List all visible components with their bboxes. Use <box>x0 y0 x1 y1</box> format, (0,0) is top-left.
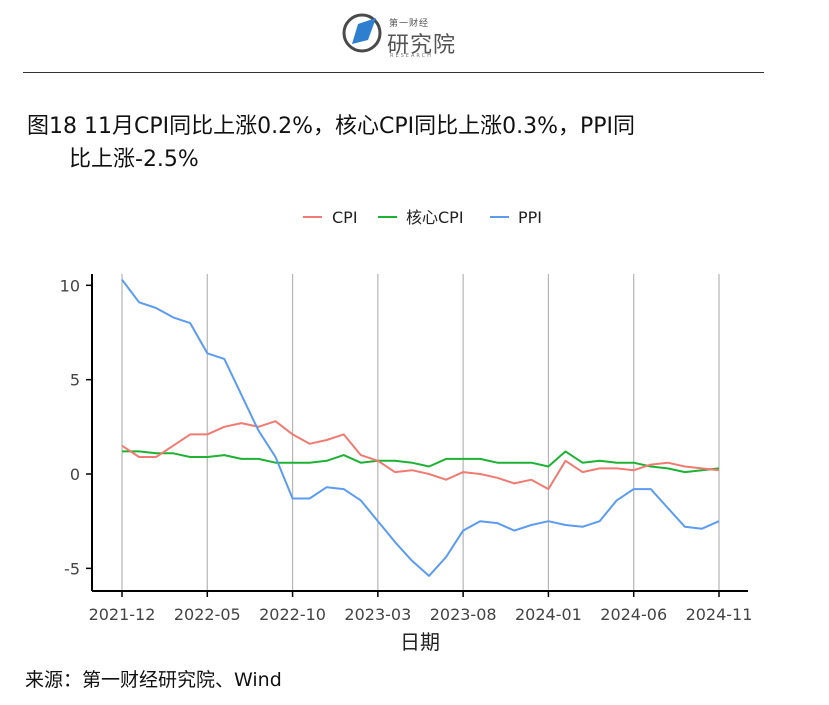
y-tick-label-1: 5 <box>70 371 80 390</box>
header-divider <box>23 72 764 73</box>
legend-label-cpi: CPI <box>332 208 358 227</box>
logo-english-text: RESEARCH <box>390 53 433 59</box>
y-axis-ticks: 10 5 0 -5 <box>60 276 92 578</box>
series-line-cpi <box>121 420 720 491</box>
figure-title-line2: 比上涨-2.5% <box>69 147 199 172</box>
series-line-ppi <box>121 279 720 577</box>
y-tick-label-3: -5 <box>64 559 80 578</box>
logo-small-text: 第一财经 <box>389 19 430 29</box>
x-tick-label-6: 2024-06 <box>600 605 667 624</box>
legend-label-core-cpi: 核心CPI <box>406 208 464 227</box>
x-tick-label-1: 2022-05 <box>174 605 241 624</box>
legend-label-ppi: PPI <box>518 208 542 227</box>
line-chart: CPI 核心CPI PPI 10 5 0 -5 2021-12 2022-05 2022-… <box>60 208 753 654</box>
x-tick-label-4: 2023-08 <box>430 605 497 624</box>
x-tick-label-7: 2024-11 <box>686 605 753 624</box>
logo-mark-icon <box>342 13 382 53</box>
x-axis-ticks: 2021-12 2022-05 2022-10 2023-03 2023-08 2024-… <box>89 591 753 624</box>
brand-logo: 第一财经 研究院 RESEARCH <box>340 10 460 60</box>
legend: CPI 核心CPI PPI <box>303 208 542 227</box>
x-axis-title: 日期 <box>400 630 440 654</box>
series-lines <box>121 279 720 577</box>
x-tick-label-5: 2024-01 <box>515 605 582 624</box>
figure-title-line1: 图18 11月CPI同比上涨0.2%，核心CPI同比上涨0.3%，PPI同 <box>27 114 636 139</box>
figure-title: 图18 11月CPI同比上涨0.2%，核心CPI同比上涨0.3%，PPI同 比上… <box>27 110 747 176</box>
y-tick-label-2: 0 <box>70 465 80 484</box>
x-tick-label-2: 2022-10 <box>259 605 326 624</box>
source-note: 来源：第一财经研究院、Wind <box>25 669 282 691</box>
series-line-core-cpi <box>122 450 720 474</box>
y-tick-label-0: 10 <box>60 276 80 295</box>
gridlines <box>121 274 720 591</box>
x-tick-label-0: 2021-12 <box>89 605 156 624</box>
x-tick-label-3: 2023-03 <box>344 605 411 624</box>
logo-main-text: 研究院 <box>387 33 457 58</box>
